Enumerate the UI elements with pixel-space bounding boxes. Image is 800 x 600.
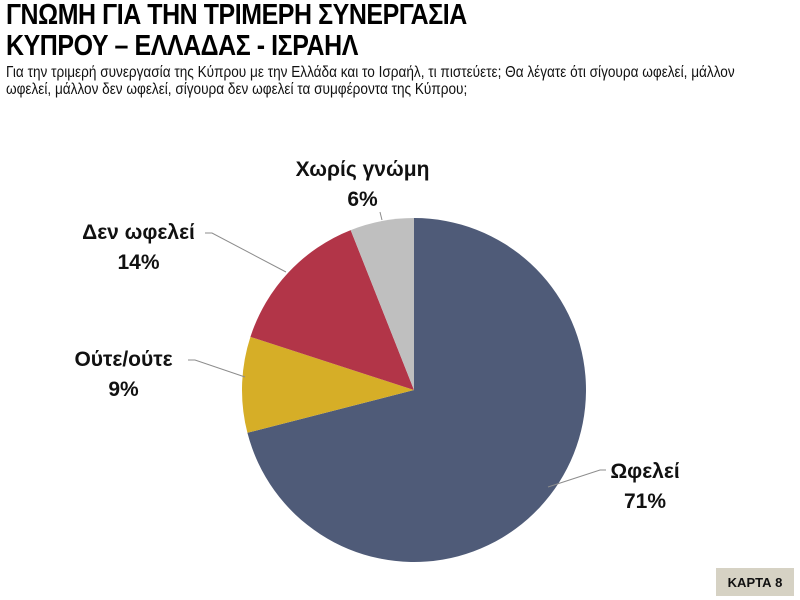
label-no-opinion: Χωρίς γνώμη 6% bbox=[295, 158, 430, 211]
pie-slice-3 bbox=[350, 218, 414, 390]
pie-slices bbox=[242, 218, 587, 562]
label-neither: Ούτε/ούτε 9% bbox=[74, 348, 173, 401]
title-line-1: ΓΝΩΜΗ ΓΙΑ ΤΗΝ ΤΡΙΜΕΡΗ ΣΥΝΕΡΓΑΣΙΑ bbox=[6, 0, 467, 31]
chart-subtitle: Για την τριμερή συνεργασία της Κύπρου με… bbox=[6, 64, 735, 98]
label-not-benefit: Δεν ωφελεί 14% bbox=[82, 221, 195, 274]
leader-lines bbox=[188, 211, 606, 488]
chart-title: ΓΝΩΜΗ ΓΙΑ ΤΗΝ ΤΡΙΜΕΡΗ ΣΥΝΕΡΓΑΣΙΑ ΚΥΠΡΟΥ … bbox=[6, 0, 467, 62]
pie-slice-2 bbox=[250, 230, 414, 390]
card-badge: ΚΑΡΤΑ 8 bbox=[716, 568, 794, 596]
pie-slice-0 bbox=[247, 218, 587, 562]
label-benefits: Ωφελεί 71% bbox=[610, 460, 680, 513]
pie-slice-1 bbox=[242, 336, 414, 433]
title-line-2: ΚΥΠΡΟΥ – ΕΛΛΑΔΑΣ - ΙΣΡΑΗΛ bbox=[6, 30, 358, 62]
